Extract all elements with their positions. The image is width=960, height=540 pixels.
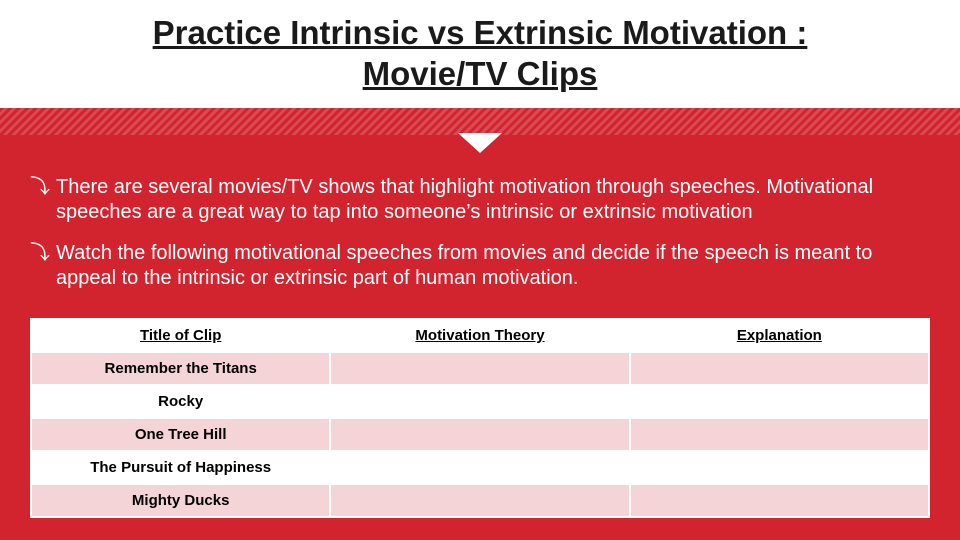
motivation-cell — [330, 352, 629, 385]
explanation-cell — [630, 418, 929, 451]
table-row: Remember the Titans — [31, 352, 929, 385]
slide-header: Practice Intrinsic vs Extrinsic Motivati… — [0, 0, 960, 135]
clip-title-cell: Remember the Titans — [31, 352, 330, 385]
bullet-arrow-icon: ⤵ — [30, 241, 50, 266]
slide-title: Practice Intrinsic vs Extrinsic Motivati… — [153, 12, 808, 95]
title-line-2: Movie/TV Clips — [363, 55, 598, 92]
table-row: The Pursuit of Happiness — [31, 451, 929, 484]
bullet-text: Watch the following motivational speeche… — [56, 241, 930, 291]
bullet-item: ⤵ Watch the following motivational speec… — [30, 241, 930, 291]
table-row: One Tree Hill — [31, 418, 929, 451]
slide: Practice Intrinsic vs Extrinsic Motivati… — [0, 0, 960, 540]
clip-title-cell: Rocky — [31, 385, 330, 418]
table-header-row: Title of Clip Motivation Theory Explanat… — [31, 319, 929, 352]
clip-title-cell: Mighty Ducks — [31, 484, 330, 517]
motivation-cell — [330, 418, 629, 451]
clip-title-cell: One Tree Hill — [31, 418, 330, 451]
explanation-cell — [630, 484, 929, 517]
motivation-cell — [330, 385, 629, 418]
table-row: Rocky — [31, 385, 929, 418]
clips-table: Title of Clip Motivation Theory Explanat… — [30, 318, 930, 518]
slide-body: ⤵ There are several movies/TV shows that… — [0, 135, 960, 291]
explanation-cell — [630, 352, 929, 385]
title-line-1: Practice Intrinsic vs Extrinsic Motivati… — [153, 14, 808, 51]
bullet-text: There are several movies/TV shows that h… — [56, 175, 930, 225]
diagonal-stripe-band — [0, 108, 960, 135]
column-header: Title of Clip — [31, 319, 330, 352]
column-header: Motivation Theory — [330, 319, 629, 352]
column-header: Explanation — [630, 319, 929, 352]
clip-title-cell: The Pursuit of Happiness — [31, 451, 330, 484]
table: Title of Clip Motivation Theory Explanat… — [30, 318, 930, 518]
explanation-cell — [630, 451, 929, 484]
motivation-cell — [330, 484, 629, 517]
bullet-arrow-icon: ⤵ — [30, 175, 50, 200]
motivation-cell — [330, 451, 629, 484]
explanation-cell — [630, 385, 929, 418]
table-row: Mighty Ducks — [31, 484, 929, 517]
bullet-item: ⤵ There are several movies/TV shows that… — [30, 175, 930, 225]
